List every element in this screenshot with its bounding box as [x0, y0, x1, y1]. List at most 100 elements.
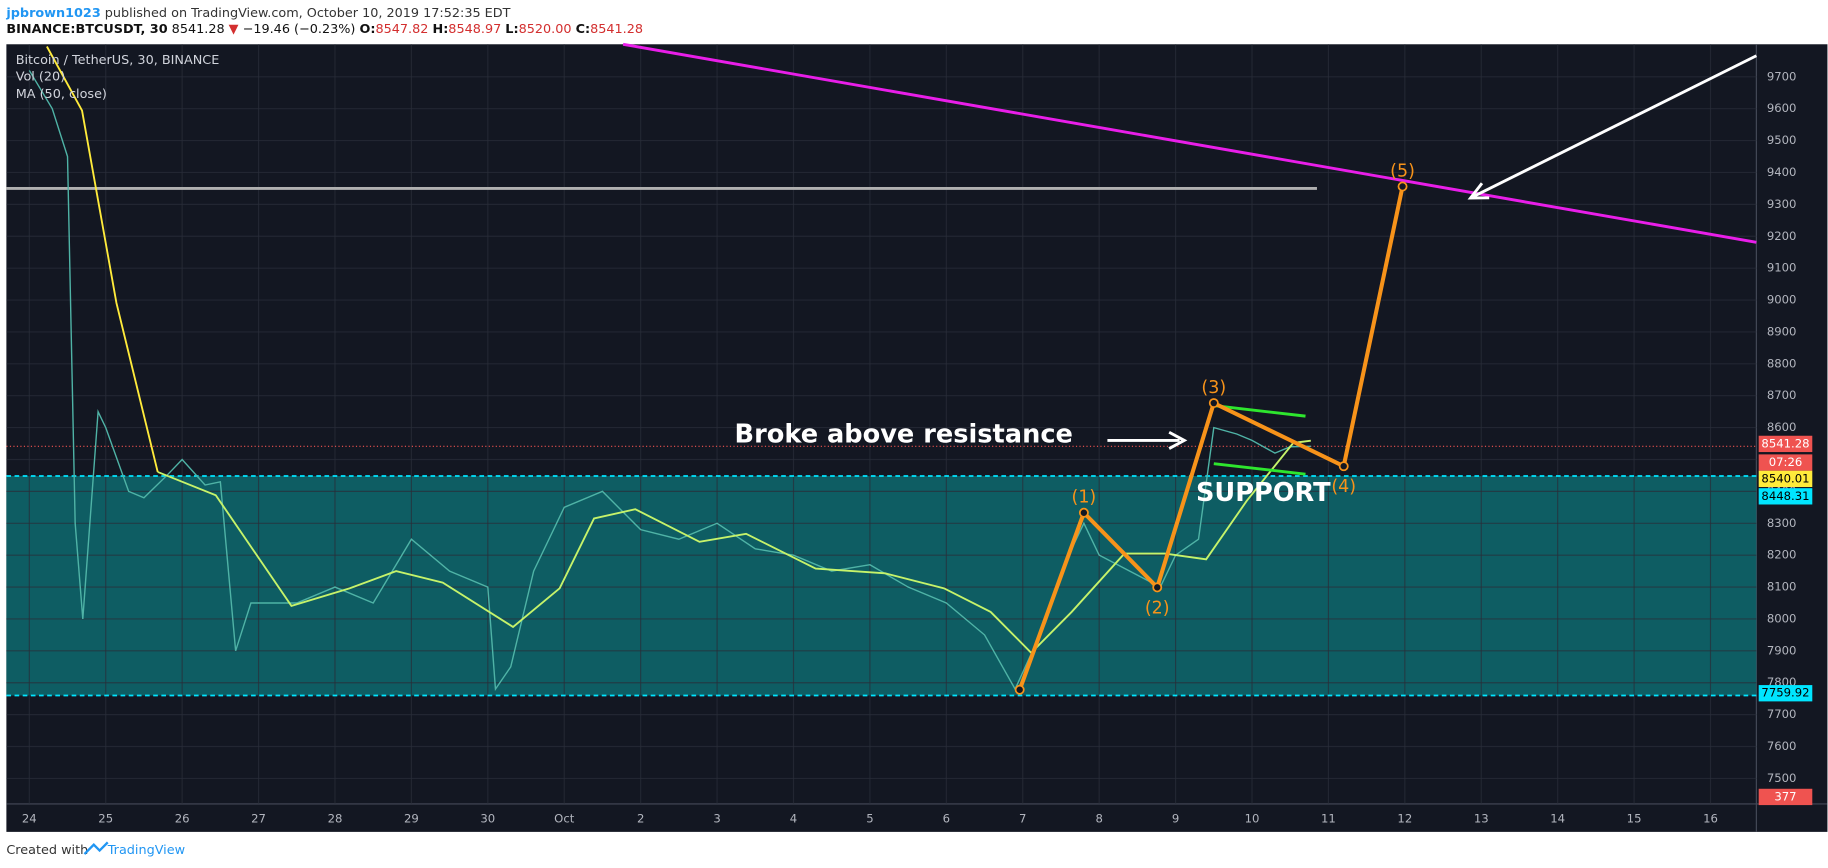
x-tick-label: 8	[1095, 812, 1102, 826]
x-tick-label: 7	[1019, 812, 1026, 826]
price-tag	[1758, 788, 1813, 806]
brand-logo	[83, 841, 109, 855]
y-tick-label: 7700	[1767, 707, 1797, 721]
x-tick-label: 26	[175, 812, 190, 826]
y-tick-label: 8700	[1767, 388, 1797, 402]
price-tag-label: 8448.31	[1761, 489, 1809, 503]
ohlc-value: 8541.28	[590, 22, 643, 37]
x-tick-label: 30	[480, 812, 495, 826]
price-tag-label: 07:26	[1769, 455, 1803, 469]
arrow: ▼	[229, 22, 239, 37]
resistance-arrow	[1107, 430, 1188, 450]
change: −19.46 (−0.23%)	[243, 22, 356, 37]
x-tick-label: 5	[866, 812, 873, 826]
legend-entry: Vol (20)	[16, 69, 65, 84]
y-tick-label: 8100	[1767, 580, 1797, 594]
published: published on TradingView.com, October 10…	[101, 5, 511, 20]
author[interactable]: jpbrown1023	[5, 5, 100, 20]
ohlc-value: 8520.00	[519, 22, 572, 37]
x-tick-label: 11	[1321, 812, 1336, 826]
y-tick-label: 9400	[1767, 165, 1797, 179]
y-tick-label: 7900	[1767, 643, 1797, 657]
y-tick-label: 8600	[1767, 420, 1797, 434]
price-tag	[1758, 470, 1813, 488]
x-tick-label: 25	[98, 812, 113, 826]
x-tick-label: Oct	[554, 812, 575, 826]
y-tick-label: 8800	[1767, 356, 1797, 370]
wave-point	[1078, 507, 1089, 518]
x-tick-label: 4	[790, 812, 797, 826]
support-zone	[6, 475, 1757, 696]
x-tick-label: 12	[1397, 812, 1412, 826]
x-tick-label: 16	[1703, 812, 1718, 826]
y-tick-label: 9100	[1767, 261, 1797, 275]
y-tick-label: 8000	[1767, 611, 1797, 625]
legend-entry: Bitcoin / TetherUS, 30, BINANCE	[16, 53, 220, 68]
price: 8541.28	[172, 22, 225, 37]
x-tick-label: 15	[1627, 812, 1642, 826]
ohlc-label: L:	[505, 22, 518, 37]
pointer-arrow	[1469, 54, 1758, 200]
symbol: BINANCE:BTCUSDT, 30	[6, 22, 167, 37]
price-tag	[1758, 454, 1813, 471]
x-tick-label: 14	[1550, 812, 1565, 826]
wave-point	[1014, 684, 1025, 695]
series-line	[28, 70, 1311, 692]
x-tick-label: 13	[1474, 812, 1489, 826]
x-tick-label: 9	[1172, 812, 1179, 826]
wave-label: (5)	[1390, 161, 1415, 181]
y-tick-label: 9500	[1767, 133, 1797, 147]
ohlc-label: H:	[432, 22, 448, 37]
wave-point	[1338, 461, 1349, 472]
ohlc-label: C:	[576, 22, 591, 37]
price-tag	[1758, 685, 1813, 702]
y-tick-label: 8900	[1767, 324, 1797, 338]
channel-line	[1213, 404, 1306, 418]
price-tag	[1758, 488, 1813, 505]
y-tick-label: 7600	[1767, 739, 1797, 753]
wave-point	[1208, 398, 1219, 409]
y-tick-label: 9300	[1767, 197, 1797, 211]
wave-label: (1)	[1072, 488, 1097, 508]
x-tick-label: 10	[1245, 812, 1260, 826]
wave-label: (3)	[1201, 378, 1226, 398]
arrow-head	[1467, 182, 1490, 200]
y-tick-label: 7500	[1767, 771, 1797, 785]
wave-label: (2)	[1145, 598, 1170, 618]
wave-path	[1017, 186, 1405, 691]
series-line	[157, 439, 1311, 655]
ohlc-value: 8547.82	[375, 22, 428, 37]
y-tick-label: 9600	[1767, 101, 1797, 115]
wave-point	[1397, 181, 1408, 192]
y-tick-label: 8200	[1767, 548, 1797, 562]
x-tick-label: 24	[22, 812, 37, 826]
annotation: SUPPORT	[1196, 478, 1331, 508]
series-line	[46, 46, 159, 473]
chart-area	[6, 44, 1828, 832]
annotation: Broke above resistance	[735, 420, 1073, 450]
ohlc-label: O:	[359, 22, 375, 37]
y-tick-label: 9000	[1767, 293, 1797, 307]
price-tag-label: 8540.01	[1761, 471, 1809, 485]
ohlc-value: 8548.97	[448, 22, 501, 37]
x-tick-label: 29	[404, 812, 419, 826]
plot: (1) (2) (3) (4) (5)	[6, 42, 1758, 804]
x-tick-label: 2	[637, 812, 644, 826]
quote-line: BINANCE:BTCUSDT, 30 8541.28 ▼ −19.46 (−0…	[6, 22, 643, 37]
channel-line	[1213, 462, 1306, 476]
wave-point	[1152, 582, 1163, 593]
header-line: jpbrown1023 published on TradingView.com…	[5, 5, 510, 20]
footer-text: Created with	[6, 843, 88, 858]
wave-label: (4)	[1331, 477, 1356, 497]
x-tick-label: 27	[251, 812, 266, 826]
brand[interactable]: TradingView	[107, 843, 185, 858]
x-tick-label: 28	[328, 812, 343, 826]
y-tick-label: 9200	[1767, 229, 1797, 243]
y-tick-label: 8300	[1767, 516, 1797, 530]
price-tag-label: 377	[1774, 789, 1796, 803]
price-tag-label: 7759.92	[1761, 686, 1809, 700]
price-tag-label: 8541.28	[1761, 436, 1809, 450]
x-tick-label: 6	[943, 812, 950, 826]
